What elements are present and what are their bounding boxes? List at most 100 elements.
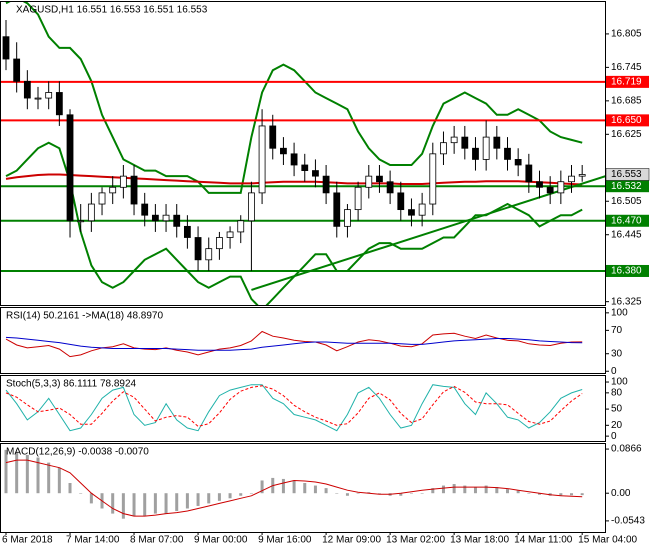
histogram-bar: [570, 493, 574, 496]
y-tick-label: 100: [611, 307, 628, 318]
histogram-bar: [249, 493, 253, 494]
candle-body: [354, 186, 362, 211]
histogram-bar: [580, 493, 584, 496]
candle-body: [397, 192, 405, 211]
x-tick-label: 9 Mar 16:00: [258, 535, 312, 546]
last-price-label: 16.553: [611, 169, 642, 180]
y-tick-label: 100: [611, 377, 628, 388]
histogram-bar: [68, 483, 72, 494]
x-tick-label: 13 Mar 02:00: [386, 535, 445, 546]
candle-body: [98, 192, 106, 205]
histogram-bar: [164, 493, 168, 514]
candle-body: [248, 192, 255, 222]
level-label: 16.650: [611, 115, 642, 126]
candle-body: [226, 231, 234, 238]
candle-body: [141, 203, 149, 216]
candle-body: [418, 203, 426, 216]
candle-body: [183, 225, 191, 238]
indicator-line: [5, 385, 583, 427]
histogram-bar: [25, 454, 29, 494]
histogram-bar: [79, 493, 83, 494]
candle-body: [87, 203, 95, 222]
histogram-bar: [505, 489, 509, 494]
candle-body: [333, 192, 341, 227]
candle-body: [280, 147, 287, 155]
candle-body: [162, 214, 170, 222]
histogram-bar: [207, 493, 211, 504]
histogram-bar: [175, 493, 179, 512]
histogram-bar: [441, 485, 445, 494]
candle-body: [130, 175, 138, 205]
signal-line: [5, 459, 583, 517]
histogram-bar: [356, 493, 360, 494]
candle-body: [514, 159, 522, 166]
histogram-bar: [57, 467, 61, 494]
histogram-bar: [111, 493, 115, 514]
histogram-bar: [47, 462, 51, 494]
trend-line: [251, 175, 605, 291]
candle-body: [461, 136, 469, 149]
candle-body: [258, 125, 266, 194]
histogram-bar: [409, 493, 413, 494]
histogram-bar: [516, 490, 520, 494]
candle-body: [13, 58, 21, 82]
histogram-bar: [559, 493, 563, 496]
candle-body: [429, 153, 437, 205]
y-tick-label: 16.685: [611, 95, 642, 106]
candle-body: [290, 153, 298, 166]
candle-body: [365, 175, 373, 188]
histogram-bar: [281, 478, 285, 494]
histogram-bar: [473, 487, 477, 494]
candle-body: [536, 181, 543, 188]
candle-body: [2, 36, 10, 60]
overlay-line: [5, 2, 583, 194]
x-tick-label: 8 Mar 07:00: [130, 535, 184, 546]
candle-body: [151, 214, 159, 222]
candle-body: [23, 80, 31, 99]
candle-body: [173, 214, 181, 227]
y-tick-label: -0.0543: [611, 516, 645, 527]
histogram-bar: [377, 493, 381, 494]
panel-frame: [0, 1, 606, 306]
histogram-bar: [303, 483, 307, 494]
y-tick-label: 20: [611, 420, 623, 431]
candle-body: [66, 114, 74, 222]
candle-body: [482, 136, 490, 160]
candle-body: [55, 92, 63, 116]
candle-body: [322, 175, 330, 194]
histogram-bar: [431, 488, 435, 494]
candle-body: [557, 181, 565, 194]
overlay-line: [5, 173, 583, 186]
histogram-bar: [324, 488, 328, 494]
level-label-box: [606, 264, 649, 277]
histogram-bar: [452, 484, 456, 494]
y-tick-label: 50: [611, 404, 623, 415]
candle-body: [376, 175, 383, 183]
y-tick-label: 0: [611, 366, 617, 377]
histogram-bar: [484, 485, 488, 494]
y-tick-label: 16.325: [611, 296, 642, 307]
y-tick-label: 0: [611, 431, 617, 442]
panel-frame: [0, 375, 606, 442]
y-tick-label: 0.0866: [611, 444, 642, 455]
x-tick-label: 14 Mar 11:00: [514, 535, 573, 546]
x-tick-label: 9 Mar 00:00: [194, 535, 248, 546]
candle-body: [269, 125, 277, 149]
candle-body: [472, 147, 479, 160]
y-tick-label: 0.00: [611, 488, 631, 499]
histogram-bar: [527, 493, 531, 494]
histogram-bar: [185, 493, 189, 509]
histogram-bar: [89, 493, 93, 504]
candle-body: [568, 175, 575, 183]
y-tick-label: 16.625: [611, 129, 642, 140]
candle-body: [386, 181, 394, 194]
level-label: 16.532: [611, 181, 642, 192]
y-tick-label: 16.445: [611, 229, 642, 240]
histogram-bar: [132, 493, 136, 517]
histogram-bar: [143, 493, 147, 517]
panel-title: XAGUSD,H1 16.551 16.553 16.551 16.553: [16, 5, 208, 16]
candle-body: [504, 147, 511, 160]
candle-body: [205, 248, 213, 261]
candle-body: [312, 170, 319, 177]
